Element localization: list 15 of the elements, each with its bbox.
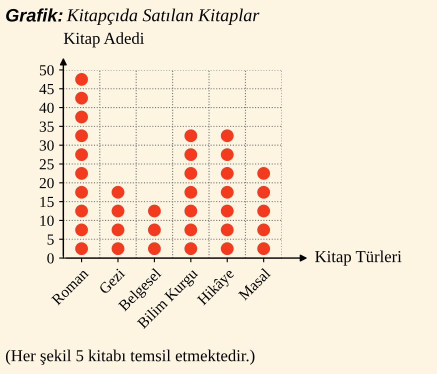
y-tick-label: 5 [48,234,54,245]
y-tick-label: 40 [39,102,54,114]
y-tick-label: 50 [40,65,54,76]
y-axis-title: Kitap Adedi [64,32,144,48]
y-tick-label: 30 [40,140,54,151]
text: (Her şekil 5 kitabı temsil etmektedir.) [6,350,254,365]
y-tick-label: 45 [39,84,54,94]
y-tick-label: 10 [40,216,54,226]
y-tick-label: 0 [47,253,54,264]
y-tick-label: 25 [40,159,54,170]
chart-title: Grafik: Kitapçıda Satılan Kitaplar [6,8,260,26]
x-axis-title: Kitap Türleri [315,250,402,266]
y-tick-label: 15 [40,196,54,208]
y-tick-label: 20 [40,178,54,188]
y-tick-label: 35 [40,122,54,132]
